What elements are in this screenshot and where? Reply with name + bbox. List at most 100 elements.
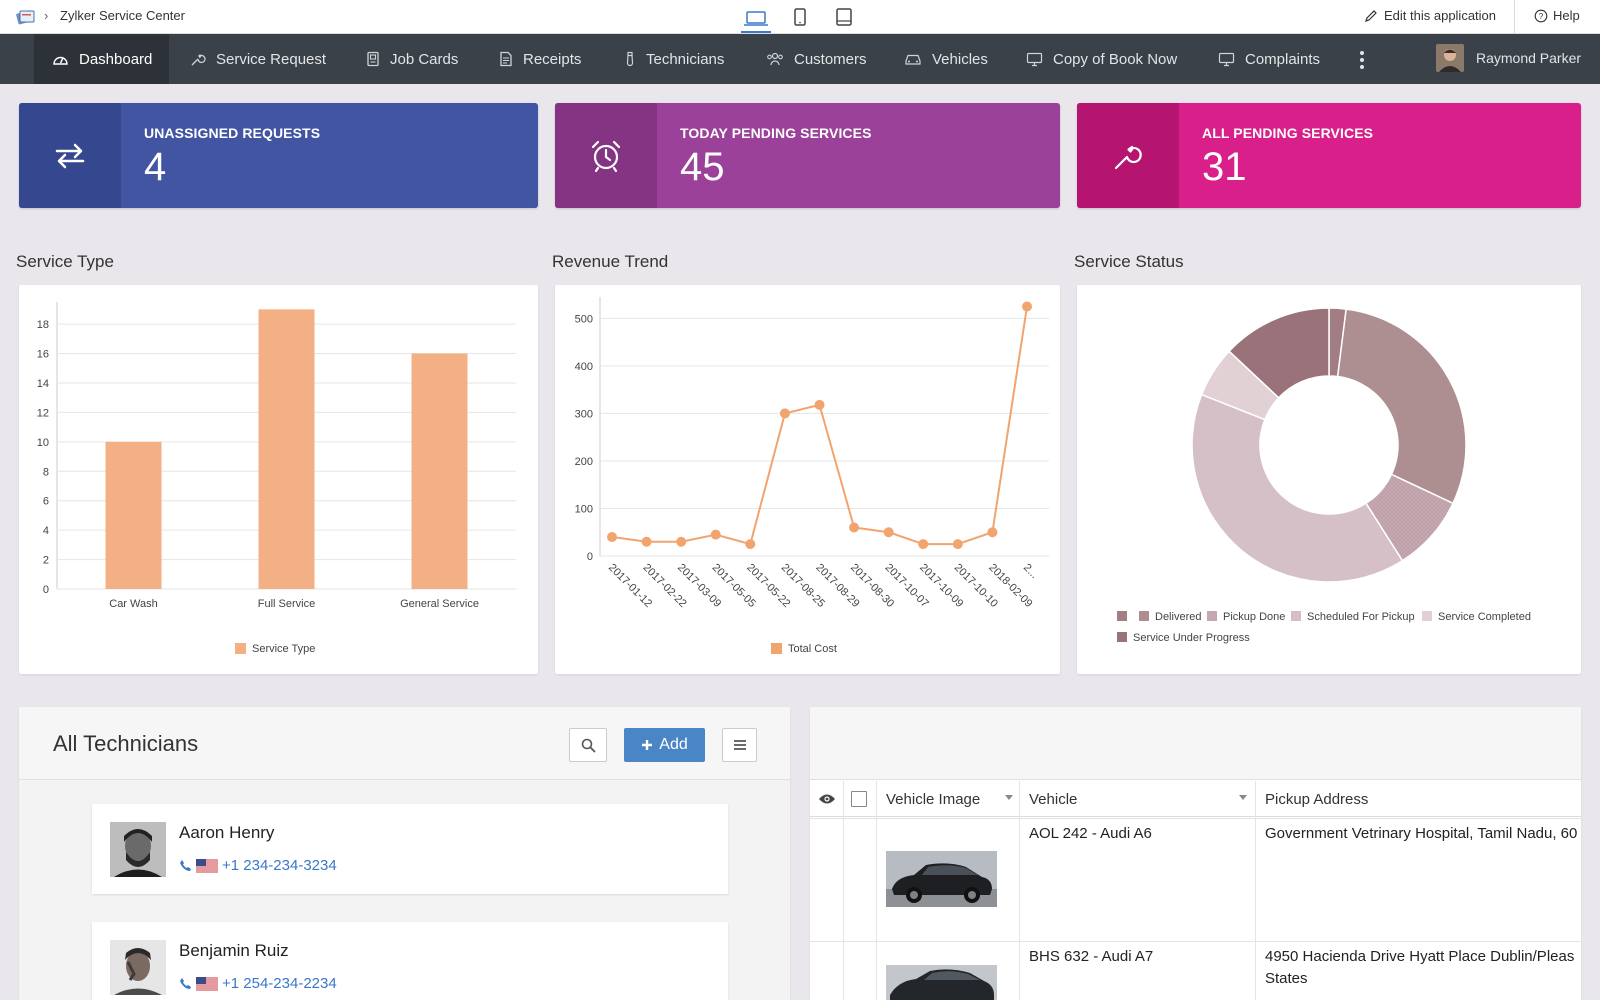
app-logo-icon[interactable] xyxy=(16,8,36,25)
edit-application-link[interactable]: Edit this application xyxy=(1364,8,1496,23)
y-tick-label: 0 xyxy=(587,551,593,563)
vehicle-image[interactable] xyxy=(886,851,997,907)
nav-item-label: Copy of Book Now xyxy=(1053,50,1178,68)
legend-swatch xyxy=(771,643,782,654)
y-tick-label: 16 xyxy=(37,349,49,361)
technician-card[interactable]: Benjamin Ruiz +1 254-234-2234 xyxy=(92,922,728,1000)
stat-card-unassigned-requests[interactable]: UNASSIGNED REQUESTS 4 xyxy=(19,103,538,208)
dashboard-icon xyxy=(53,56,68,65)
list-menu-button[interactable] xyxy=(722,728,757,762)
technician-icon xyxy=(626,51,634,67)
data-point xyxy=(676,536,687,547)
nav-item-technicians[interactable]: Technicians xyxy=(624,34,724,84)
service-status-chart-panel: Delivered Pickup Done Scheduled For Pickup… xyxy=(1077,285,1581,674)
stat-icon-box xyxy=(1077,103,1179,208)
legend-swatch xyxy=(1117,611,1127,621)
top-bar: › Zylker Service Center Edit this applic… xyxy=(0,0,1600,34)
y-tick-label: 0 xyxy=(43,584,49,596)
pickup-address-cell[interactable]: Government Vetrinary Hospital, Tamil Nad… xyxy=(1265,825,1578,842)
row-divider xyxy=(810,941,1581,942)
column-header-pickup-address[interactable]: Pickup Address xyxy=(1265,790,1369,808)
y-tick-label: 500 xyxy=(575,313,593,325)
vehicle-image[interactable] xyxy=(886,965,997,1000)
stat-value: 45 xyxy=(680,145,725,189)
nav-item-label: Complaints xyxy=(1245,50,1321,68)
technician-phone[interactable]: +1 234-234-3234 xyxy=(179,857,337,874)
technician-name: Aaron Henry xyxy=(179,823,275,842)
nav-item-complaints[interactable]: Complaints xyxy=(1218,34,1320,84)
revenue-trend-title: Revenue Trend xyxy=(552,252,669,271)
plus-icon xyxy=(642,740,653,750)
y-tick-label: 10 xyxy=(37,437,49,449)
receipt-icon xyxy=(500,51,512,67)
data-point xyxy=(745,539,756,550)
add-technician-button[interactable]: Add xyxy=(624,728,705,762)
nav-item-label: Customers xyxy=(794,50,867,68)
technicians-panel: All Technicians Add Aaron Henry +1 234-2… xyxy=(19,707,790,1000)
nav-item-service-request[interactable]: Service Request xyxy=(190,34,326,84)
edit-application-label: Edit this application xyxy=(1384,8,1497,23)
data-point xyxy=(952,539,963,550)
column-divider xyxy=(1019,781,1020,1000)
legend-swatch xyxy=(1139,611,1149,621)
nav-item-customers[interactable]: Customers xyxy=(766,34,867,84)
pickup-address-cell[interactable]: 4950 Hacienda Drive Hyatt Place Dublin/P… xyxy=(1265,948,1575,965)
y-tick-label: 12 xyxy=(37,407,49,419)
add-button-label: Add xyxy=(659,736,688,753)
help-link[interactable]: ? Help xyxy=(1534,8,1580,23)
tablet-view-icon[interactable] xyxy=(829,6,859,28)
column-header-vehicle-image[interactable]: Vehicle Image xyxy=(886,790,981,808)
breadcrumb-separator-icon: › xyxy=(44,8,49,23)
data-point xyxy=(1022,301,1032,312)
wrench-icon xyxy=(191,54,206,66)
column-header-vehicle[interactable]: Vehicle xyxy=(1029,790,1078,808)
bar xyxy=(411,353,468,589)
vehicles-table-panel: Vehicle Image Vehicle Pickup Address AOL… xyxy=(810,707,1581,1000)
column-sort-caret-icon[interactable] xyxy=(1239,795,1247,800)
view-column-eye-icon[interactable] xyxy=(818,781,836,817)
data-point xyxy=(779,408,790,419)
vehicle-cell[interactable]: AOL 242 - Audi A6 xyxy=(1029,825,1152,842)
service-type-title: Service Type xyxy=(16,252,114,271)
stat-card-today-pending-services[interactable]: TODAY PENDING SERVICES 45 xyxy=(555,103,1060,208)
technician-phone[interactable]: +1 254-234-2234 xyxy=(179,975,337,992)
select-all-checkbox[interactable] xyxy=(851,781,867,817)
legend-swatch xyxy=(1117,632,1127,642)
technician-card[interactable]: Aaron Henry +1 234-234-3234 xyxy=(92,804,728,894)
y-tick-label: 100 xyxy=(575,503,593,515)
nav-item-copy-of-book-now[interactable]: Copy of Book Now xyxy=(1026,34,1177,84)
desktop-view-icon[interactable] xyxy=(741,6,771,33)
nav-item-dashboard[interactable]: Dashboard xyxy=(34,34,170,84)
service-status-donut-chart: Delivered Pickup Done Scheduled For Pickup… xyxy=(1117,307,1531,644)
nav-item-vehicles[interactable]: Vehicles xyxy=(904,34,988,84)
customers-icon xyxy=(767,52,783,66)
stat-card-all-pending-services[interactable]: ALL PENDING SERVICES 31 xyxy=(1077,103,1581,208)
donut-slice xyxy=(1336,308,1467,505)
more-menu-icon[interactable] xyxy=(1352,49,1372,71)
stat-value: 4 xyxy=(144,145,167,189)
donut-slice xyxy=(1191,393,1404,583)
y-tick-label: 300 xyxy=(575,408,593,420)
service-type-bar-chart: 0 2 4 6 8 10 12 14 16 18 Car Wash Full Service Gener… xyxy=(37,302,516,655)
legend-label: Pickup Done xyxy=(1223,611,1285,623)
search-button[interactable] xyxy=(569,728,607,762)
nav-item-receipts[interactable]: Receipts xyxy=(499,34,581,84)
vehicle-cell[interactable]: BHS 632 - Audi A7 xyxy=(1029,948,1154,965)
service-status-title: Service Status xyxy=(1074,252,1184,271)
technicians-header: All Technicians Add xyxy=(19,707,790,780)
legend-label: Service Completed xyxy=(1438,611,1531,623)
mobile-view-icon[interactable] xyxy=(785,6,815,28)
user-menu[interactable]: Raymond Parker xyxy=(1436,44,1581,72)
phone-icon xyxy=(180,860,191,871)
column-divider xyxy=(843,781,844,1000)
service-type-chart-panel: 0 2 4 6 8 10 12 14 16 18 Car Wash Full Service Gener… xyxy=(19,285,538,674)
nav-item-label: Receipts xyxy=(523,50,582,68)
stat-value: 31 xyxy=(1202,145,1247,189)
column-sort-caret-icon[interactable] xyxy=(1005,795,1013,800)
monitor-icon xyxy=(1026,52,1043,66)
x-tick-label: General Service xyxy=(400,598,479,610)
main-navigation: Dashboard Service Request Job Cards Rece… xyxy=(0,34,1600,84)
y-tick-label: 400 xyxy=(575,361,593,373)
app-name[interactable]: Zylker Service Center xyxy=(60,8,185,23)
nav-item-job-cards[interactable]: Job Cards xyxy=(366,34,458,84)
